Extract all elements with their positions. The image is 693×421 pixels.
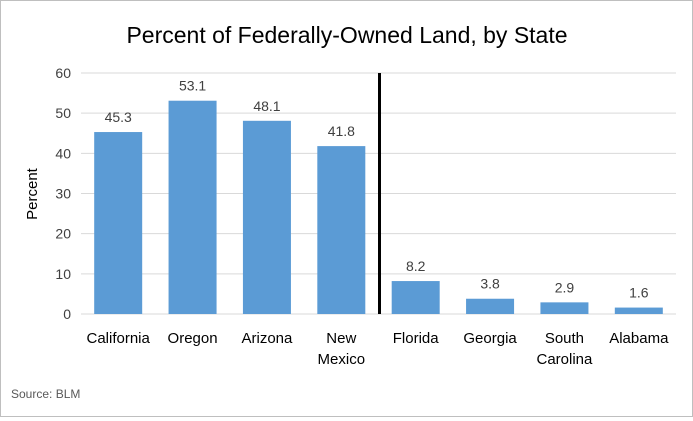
y-tick-label: 50: [55, 105, 71, 121]
data-label: 2.9: [555, 279, 575, 295]
bar: [242, 120, 291, 314]
data-label: 3.8: [480, 276, 500, 292]
data-label: 48.1: [253, 98, 280, 114]
bar: [466, 298, 515, 314]
source-note: Source: BLM: [11, 387, 81, 401]
x-axis-ticks: California Oregon Arizona New Mexico Florida G…: [87, 330, 670, 368]
data-label: 8.2: [406, 258, 426, 274]
x-tick-label: California: [87, 330, 151, 347]
x-tick-label: South: [545, 330, 584, 347]
x-tick-label: Carolina: [537, 351, 594, 368]
data-labels: 45.3 53.1 48.1 41.8 8.2 3.8 2.9 1.6: [105, 78, 649, 301]
chart-title: Percent of Federally-Owned Land, by Stat…: [126, 22, 567, 48]
bars: [94, 100, 663, 314]
bar: [540, 302, 589, 314]
y-tick-label: 30: [55, 186, 71, 202]
bar: [94, 132, 143, 314]
x-tick-label: Florida: [393, 330, 440, 347]
y-axis-label: Percent: [24, 167, 41, 220]
bar: [168, 100, 217, 314]
y-axis-ticks: 0 10 20 30 40 50 60: [55, 65, 71, 322]
x-tick-label: Oregon: [168, 330, 218, 347]
y-tick-label: 60: [55, 65, 71, 81]
y-tick-label: 0: [63, 306, 71, 322]
y-tick-label: 10: [55, 266, 71, 282]
x-tick-label: Arizona: [242, 330, 294, 347]
y-tick-label: 40: [55, 145, 71, 161]
y-tick-label: 20: [55, 226, 71, 242]
bar: [317, 146, 366, 314]
data-label: 1.6: [629, 285, 649, 301]
x-tick-label: Alabama: [609, 330, 669, 347]
x-tick-label: New: [326, 330, 356, 347]
data-label: 53.1: [179, 78, 206, 94]
bar: [614, 307, 663, 314]
bar: [391, 281, 440, 314]
x-tick-label: Mexico: [318, 351, 366, 368]
data-label: 41.8: [328, 123, 355, 139]
x-tick-label: Georgia: [463, 330, 517, 347]
data-label: 45.3: [105, 109, 132, 125]
